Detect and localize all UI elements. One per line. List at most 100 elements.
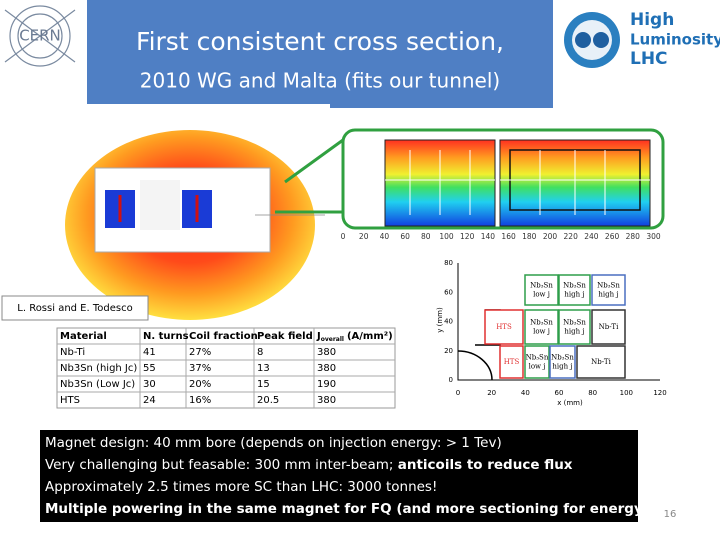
coil-block-label: low j	[529, 363, 546, 371]
coil-block-label: Nb₃Sn	[551, 354, 574, 362]
axis-tick-label: 20	[359, 232, 369, 241]
table-cell: Nb3Sn (Low Jc)	[60, 379, 135, 390]
coil-block-label: Nb₃Sn	[530, 282, 553, 290]
title-line: First consistent cross section,	[136, 27, 504, 56]
title-box	[87, 0, 553, 104]
table-cell: Nb3Sn (high Jc)	[60, 363, 137, 374]
coil-block	[576, 345, 626, 379]
table-cell: Nb-Ti	[60, 347, 85, 358]
axis-tick-label: 60	[400, 232, 410, 241]
title-box-tab	[330, 100, 553, 108]
table-cell: 27%	[189, 347, 211, 358]
table-header-part: (A/mm²)	[347, 331, 393, 342]
coil-block-label: Nb₃Sn	[597, 282, 620, 290]
zoom-maps	[384, 139, 651, 227]
axis-tick-label: 280	[626, 232, 641, 241]
axis-tick-label: 300	[646, 232, 661, 241]
cern-logo-text: CERN	[19, 27, 61, 45]
x-axis-label: x (mm)	[557, 399, 583, 407]
page-number: 16	[664, 509, 677, 520]
title-line: 2010 WG and Malta (fits our tunnel)	[140, 69, 500, 93]
coil-block-label: Nb-Ti	[591, 358, 611, 366]
table-cell: HTS	[60, 395, 80, 406]
coil-block-label: Nb₃Sn	[530, 319, 553, 327]
axis-tick-label: 100	[439, 232, 454, 241]
table-cell: 15	[257, 379, 270, 390]
notes: Magnet design: 40 mm bore (depends on in…	[45, 435, 649, 517]
coil-block-label: low j	[533, 291, 550, 299]
axis-line	[457, 263, 660, 381]
coil-block-label: high j	[564, 328, 584, 336]
coil-block	[591, 309, 626, 345]
table-cell: 20%	[189, 379, 211, 390]
cern-logo	[4, 5, 76, 67]
zoom-axis: 0 20 40 60 80 100 120 140 160 180 200 220 240 260 280 3…	[341, 232, 661, 241]
table-frame	[56, 327, 396, 409]
axis-tick-label: 140	[481, 232, 496, 241]
table-header: Peak field	[257, 331, 313, 342]
credit-box	[1, 295, 149, 321]
coil-block	[524, 274, 559, 306]
field-map	[65, 130, 325, 320]
y-tick-label: 80	[444, 259, 453, 267]
table-header: Coil fraction	[189, 331, 258, 342]
x-tick-label: 100	[620, 389, 633, 397]
coil-block-label: high j	[564, 291, 584, 299]
y-tick-label: 60	[444, 288, 453, 296]
coil-block	[558, 309, 591, 345]
y-tick-label: 0	[449, 376, 453, 384]
coil-block	[549, 345, 576, 379]
note-segment: Approximately 2.5 times more SC than LHC…	[45, 479, 437, 495]
table-cell: 380	[317, 347, 336, 358]
axis-tick-label: 220	[564, 232, 579, 241]
coil-block	[499, 345, 524, 379]
table-cell: 13	[257, 363, 270, 374]
x-tick-label: 20	[487, 389, 496, 397]
table-cell: 16%	[189, 395, 211, 406]
x-tick-label: 40	[521, 389, 530, 397]
coil-block	[524, 309, 559, 345]
coil-block	[591, 274, 626, 306]
table-header: N. turns	[143, 331, 189, 342]
hl-logo-text: LHC	[630, 49, 668, 69]
table-cell: 190	[317, 379, 336, 390]
x-tick-label: 0	[456, 389, 460, 397]
hl-logo	[564, 12, 620, 68]
coil-block-label: low j	[533, 328, 550, 336]
note-segment: anticoils to reduce flux	[398, 457, 573, 473]
table-cell: 20.5	[257, 395, 279, 406]
table-header-part: J	[316, 331, 321, 342]
table-cell: 30	[143, 379, 156, 390]
table-cell: 41	[143, 347, 156, 358]
zoom-outline	[275, 128, 665, 230]
coil-block-label: Nb₃Sn	[563, 319, 586, 327]
axis-tick-label: 0	[341, 232, 346, 241]
y-tick-label: 20	[444, 347, 453, 355]
note-segment: Magnet design: 40 mm bore (depends on in…	[45, 435, 502, 451]
table-header: Joverall (A/mm²)	[316, 331, 393, 343]
axis-tick-label: 80	[421, 232, 431, 241]
table-header-part: overall	[321, 336, 344, 343]
axis-tick-label: 40	[380, 232, 390, 241]
coil-block	[524, 345, 550, 379]
coil-block-label: high j	[598, 291, 618, 299]
hl-logo-text: Luminosity	[630, 31, 720, 49]
table-cell: 8	[257, 347, 263, 358]
credit: L. Rossi and E. Todesco	[17, 303, 132, 314]
table-cell: 380	[317, 363, 336, 374]
x-tick-label: 120	[653, 389, 666, 397]
axis-tick-label: 160	[501, 232, 516, 241]
coil-block-label: HTS	[496, 323, 512, 331]
coil-block	[558, 274, 591, 306]
layout-plot: 0 20 40 60 80 100 120 0 20 40 60 80 x (mm) y (mm) Nb₃S…	[436, 259, 667, 407]
note-line: Very challenging but feasable: 300 mm in…	[45, 457, 573, 473]
hl-logo-text: High	[630, 10, 674, 30]
table-header: Material	[60, 331, 107, 342]
x-tick-label: 60	[555, 389, 564, 397]
coil-block-label: Nb₃Sn	[563, 282, 586, 290]
coil-block-label: Nb₃Sn	[526, 354, 549, 362]
bore	[457, 350, 493, 381]
